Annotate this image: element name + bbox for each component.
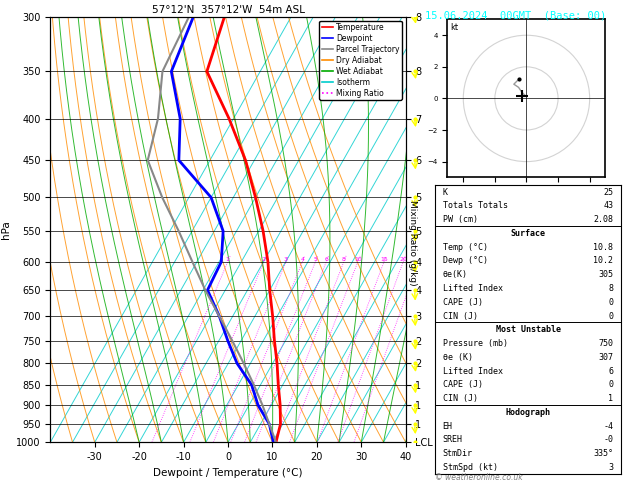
Text: EH: EH — [443, 422, 453, 431]
Text: 750: 750 — [598, 339, 613, 348]
Text: Temp (°C): Temp (°C) — [443, 243, 487, 252]
Text: Pressure (mb): Pressure (mb) — [443, 339, 508, 348]
Text: SREH: SREH — [443, 435, 463, 444]
Text: 4: 4 — [300, 257, 304, 262]
Text: CIN (J): CIN (J) — [443, 312, 477, 320]
Text: 3: 3 — [608, 463, 613, 472]
Text: PW (cm): PW (cm) — [443, 215, 477, 224]
Text: 307: 307 — [598, 353, 613, 362]
Text: 25: 25 — [603, 188, 613, 196]
Text: Most Unstable: Most Unstable — [496, 325, 560, 334]
Text: 1: 1 — [226, 257, 230, 262]
Text: © weatheronline.co.uk: © weatheronline.co.uk — [435, 473, 523, 482]
Y-axis label: hPa: hPa — [1, 220, 11, 239]
Text: 305: 305 — [598, 270, 613, 279]
Text: 20: 20 — [399, 257, 407, 262]
Text: 2.08: 2.08 — [593, 215, 613, 224]
Text: 335°: 335° — [593, 449, 613, 458]
Text: Surface: Surface — [511, 229, 545, 238]
Text: StmDir: StmDir — [443, 449, 472, 458]
Text: 0: 0 — [608, 381, 613, 389]
Text: Lifted Index: Lifted Index — [443, 284, 503, 293]
Text: 10: 10 — [354, 257, 362, 262]
Text: K: K — [443, 188, 448, 196]
Text: kt: kt — [450, 22, 459, 32]
Text: Dewp (°C): Dewp (°C) — [443, 257, 487, 265]
Title: 57°12'N  357°12'W  54m ASL: 57°12'N 357°12'W 54m ASL — [152, 5, 304, 15]
Text: θe(K): θe(K) — [443, 270, 468, 279]
Text: 6: 6 — [325, 257, 328, 262]
Text: Mixing Ratio (g/kg): Mixing Ratio (g/kg) — [408, 200, 417, 286]
Text: 15: 15 — [380, 257, 388, 262]
Y-axis label: km
ASL: km ASL — [443, 219, 462, 241]
Text: 43: 43 — [603, 201, 613, 210]
Text: 3: 3 — [284, 257, 288, 262]
Text: Totals Totals: Totals Totals — [443, 201, 508, 210]
Text: 0: 0 — [608, 312, 613, 320]
Text: 8: 8 — [608, 284, 613, 293]
Legend: Temperature, Dewpoint, Parcel Trajectory, Dry Adiabat, Wet Adiabat, Isotherm, Mi: Temperature, Dewpoint, Parcel Trajectory… — [320, 21, 402, 100]
Text: 2: 2 — [262, 257, 265, 262]
Text: θe (K): θe (K) — [443, 353, 472, 362]
X-axis label: Dewpoint / Temperature (°C): Dewpoint / Temperature (°C) — [153, 468, 303, 478]
Text: Hodograph: Hodograph — [506, 408, 550, 417]
Text: 10.2: 10.2 — [593, 257, 613, 265]
Text: 10.8: 10.8 — [593, 243, 613, 252]
Text: -0: -0 — [603, 435, 613, 444]
Text: 5: 5 — [313, 257, 317, 262]
Text: CAPE (J): CAPE (J) — [443, 381, 482, 389]
Text: 8: 8 — [342, 257, 346, 262]
Text: StmSpd (kt): StmSpd (kt) — [443, 463, 498, 472]
Text: CIN (J): CIN (J) — [443, 394, 477, 403]
Text: 1: 1 — [608, 394, 613, 403]
Text: 6: 6 — [608, 366, 613, 376]
Text: 15.06.2024  00GMT  (Base: 00): 15.06.2024 00GMT (Base: 00) — [425, 11, 606, 21]
Text: Lifted Index: Lifted Index — [443, 366, 503, 376]
Text: -4: -4 — [603, 422, 613, 431]
Text: 0: 0 — [608, 298, 613, 307]
Text: CAPE (J): CAPE (J) — [443, 298, 482, 307]
